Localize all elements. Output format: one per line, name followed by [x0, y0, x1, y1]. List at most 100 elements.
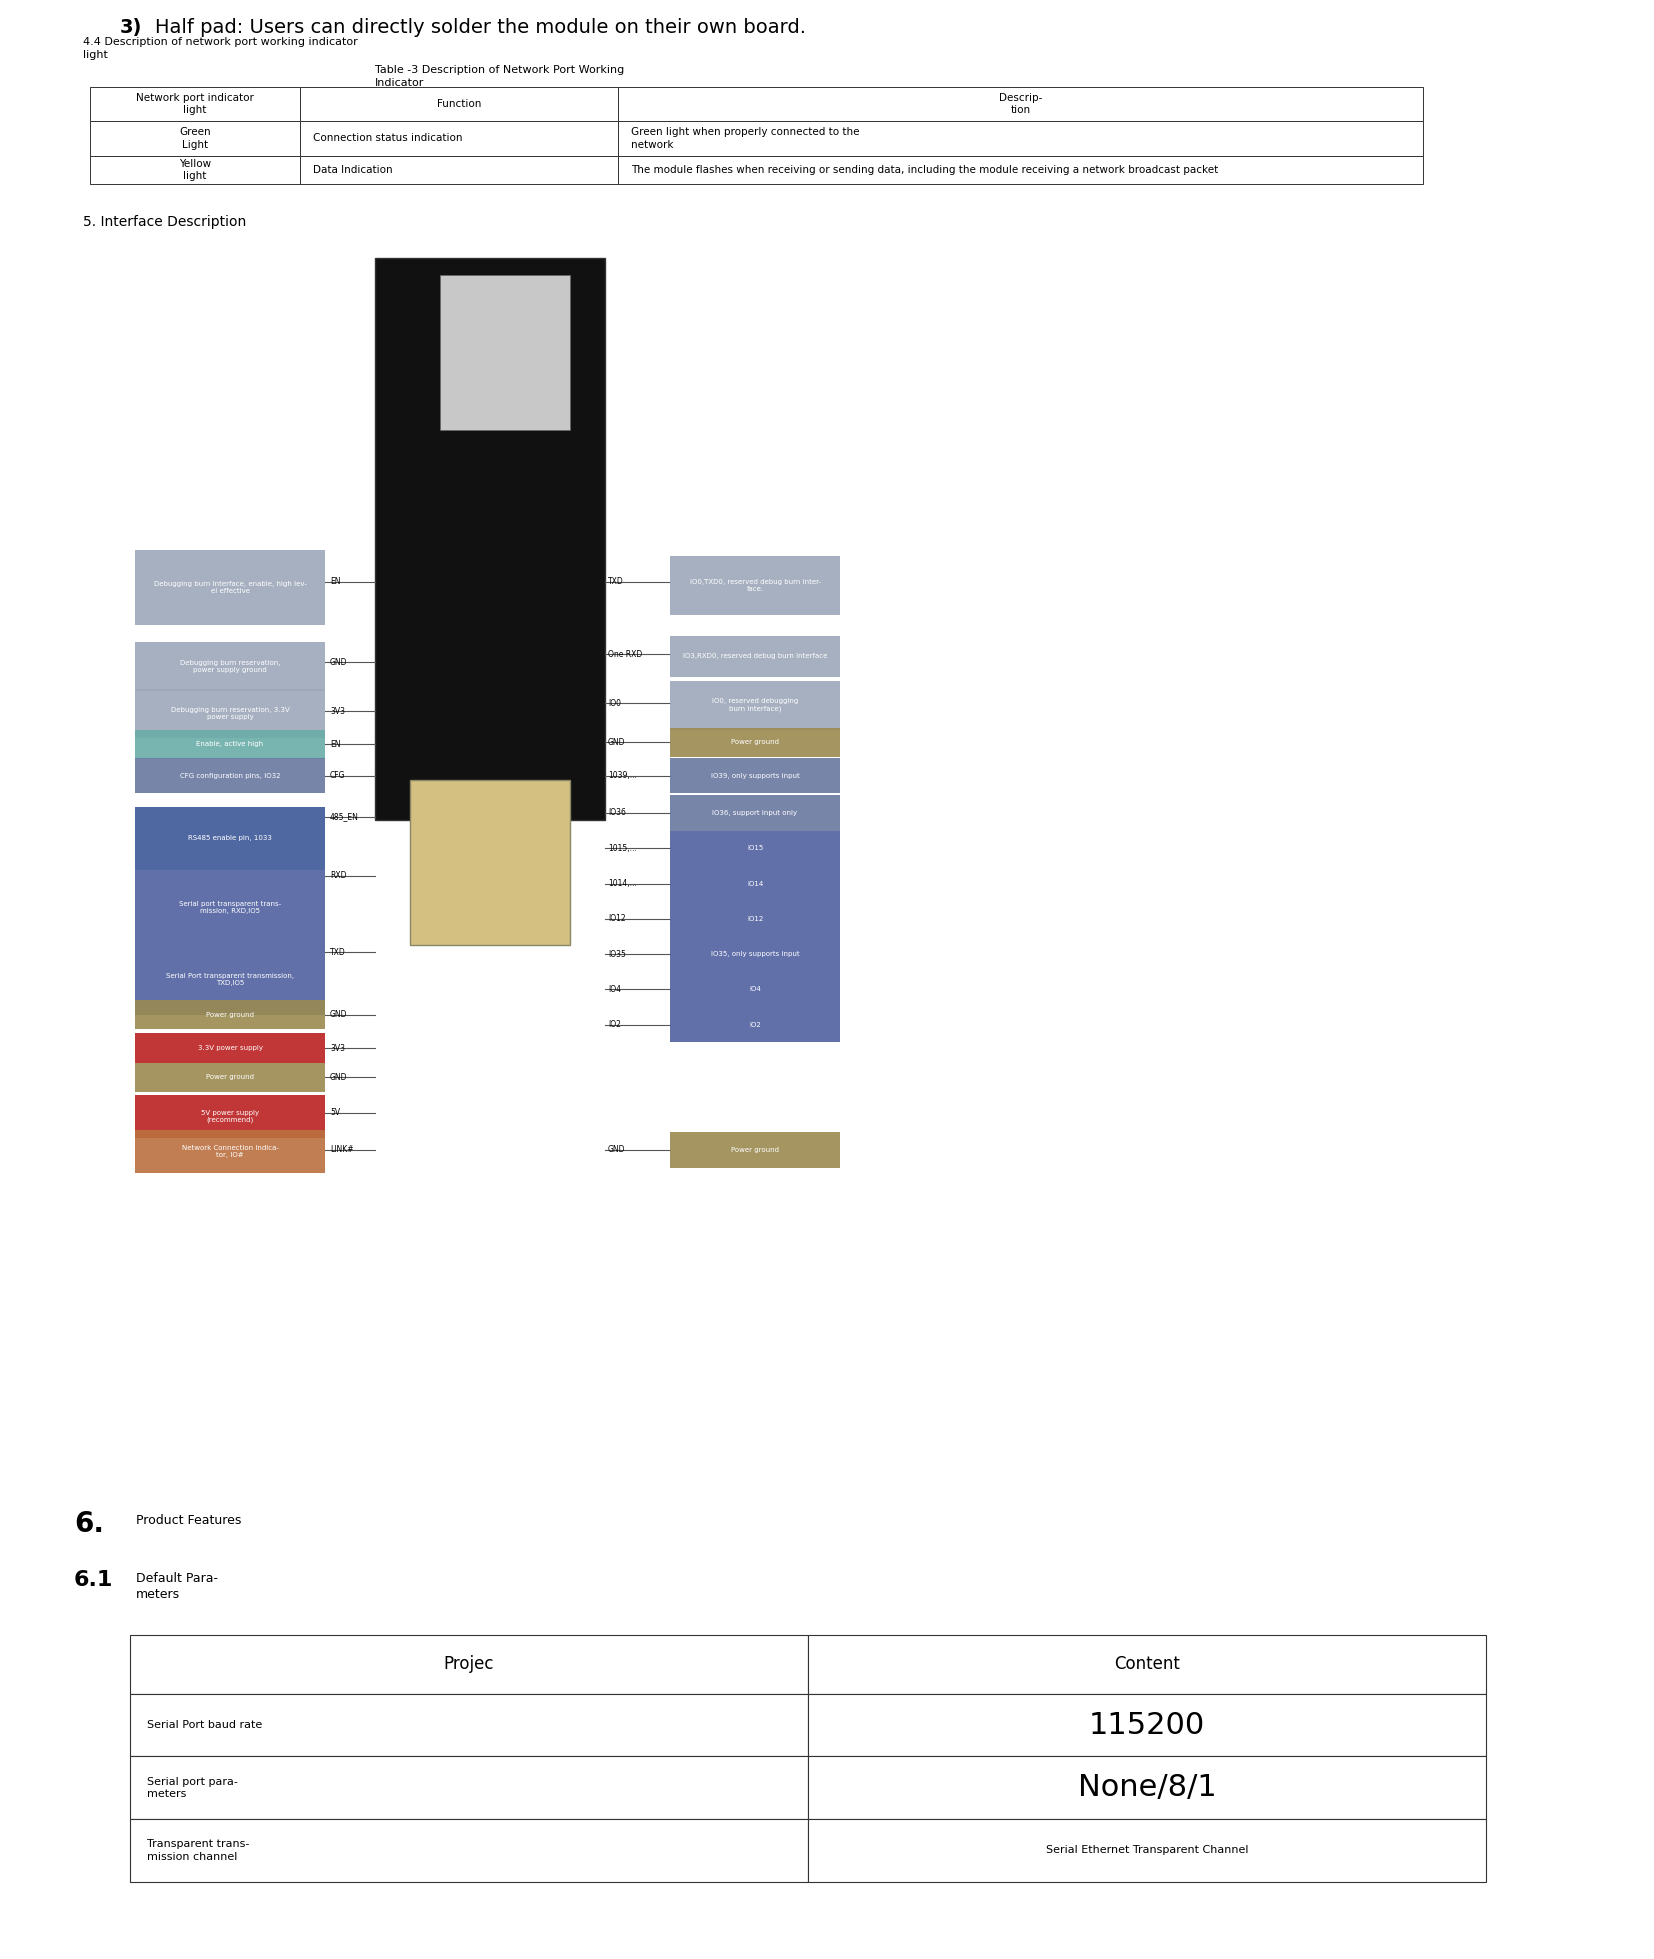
- Text: Serial port para-
meters: Serial port para- meters: [147, 1777, 238, 1798]
- Text: 4.4 Description of network port working indicator: 4.4 Description of network port working …: [83, 37, 357, 47]
- Bar: [809, 1757, 1487, 1820]
- Text: 3.3V power supply: 3.3V power supply: [197, 1044, 263, 1052]
- Bar: [136, 1034, 324, 1062]
- Bar: [299, 86, 617, 121]
- Bar: [136, 688, 324, 737]
- Text: Network port indicator
light: Network port indicator light: [136, 92, 255, 116]
- Text: Yellow
light: Yellow light: [179, 159, 212, 180]
- Text: Default Para-
meters: Default Para- meters: [136, 1571, 218, 1601]
- Text: Descrip-
tion: Descrip- tion: [999, 92, 1042, 116]
- Text: IO0: IO0: [609, 699, 620, 707]
- Text: None/8/1: None/8/1: [1078, 1773, 1217, 1802]
- Bar: [617, 86, 1422, 121]
- Bar: [136, 1095, 324, 1138]
- Text: 5V power supply
(recommend): 5V power supply (recommend): [200, 1111, 260, 1123]
- Text: GND: GND: [331, 1011, 347, 1019]
- Bar: [89, 86, 299, 121]
- Text: TXD: TXD: [331, 948, 346, 956]
- Bar: [89, 121, 299, 155]
- Bar: [299, 121, 617, 155]
- Text: IO15: IO15: [748, 844, 762, 852]
- Text: GND: GND: [331, 1074, 347, 1081]
- Bar: [131, 1636, 809, 1695]
- Bar: [136, 944, 324, 1015]
- Bar: [299, 155, 617, 184]
- Text: IO12: IO12: [609, 915, 625, 923]
- Text: Debugging burn reservation, 3.3V
power supply: Debugging burn reservation, 3.3V power s…: [170, 707, 289, 719]
- Text: 3V3: 3V3: [331, 707, 346, 715]
- Text: IO2: IO2: [749, 1021, 761, 1028]
- Text: Table -3 Description of Network Port Working
Indicator: Table -3 Description of Network Port Wor…: [375, 65, 624, 88]
- Text: TXD: TXD: [609, 578, 624, 586]
- Text: EN: EN: [331, 578, 341, 586]
- Text: Debugging burn reservation,
power supply ground: Debugging burn reservation, power supply…: [180, 660, 280, 672]
- Text: CFG: CFG: [331, 772, 346, 780]
- Text: 6.: 6.: [74, 1510, 104, 1538]
- Text: Data Indication: Data Indication: [313, 165, 394, 174]
- Text: Power ground: Power ground: [207, 1011, 255, 1019]
- Bar: [670, 727, 840, 756]
- Text: Power ground: Power ground: [731, 739, 779, 746]
- Text: The module flashes when receiving or sending data, including the module receivin: The module flashes when receiving or sen…: [630, 165, 1217, 174]
- Text: IO4: IO4: [749, 985, 761, 993]
- Bar: [136, 870, 324, 944]
- Text: 1039,...: 1039,...: [609, 772, 637, 780]
- Text: Content: Content: [1115, 1655, 1181, 1673]
- Text: 1015,...: 1015,...: [609, 844, 637, 852]
- Text: light: light: [83, 51, 108, 61]
- Text: Function: Function: [437, 100, 481, 110]
- Text: 3): 3): [121, 18, 142, 37]
- Text: 115200: 115200: [1088, 1710, 1206, 1740]
- Text: IO14: IO14: [748, 880, 762, 887]
- Text: RS485 enable pin, 1033: RS485 enable pin, 1033: [189, 835, 271, 842]
- Bar: [670, 972, 840, 1007]
- Text: IO0,TXD0, reserved debug burn inter-
face.: IO0,TXD0, reserved debug burn inter- fac…: [690, 580, 820, 592]
- Bar: [89, 155, 299, 184]
- Text: Connection status indication: Connection status indication: [313, 133, 463, 143]
- Bar: [136, 999, 324, 1030]
- Text: Serial Ethernet Transparent Channel: Serial Ethernet Transparent Channel: [1045, 1845, 1249, 1855]
- Bar: [670, 901, 840, 936]
- Bar: [670, 831, 840, 866]
- Text: GND: GND: [609, 739, 625, 746]
- Text: Product Features: Product Features: [136, 1514, 241, 1526]
- Text: IO35: IO35: [609, 950, 625, 958]
- Text: IO39, only supports input: IO39, only supports input: [711, 772, 799, 780]
- Text: Green
Light: Green Light: [179, 127, 210, 149]
- Bar: [670, 758, 840, 793]
- Bar: [670, 936, 840, 972]
- Text: GND: GND: [609, 1146, 625, 1154]
- Text: IO36, support input only: IO36, support input only: [713, 809, 797, 817]
- Bar: [375, 259, 605, 821]
- Bar: [670, 635, 840, 676]
- Text: Serial Port transparent transmission,
TXD,IO5: Serial Port transparent transmission, TX…: [165, 974, 294, 985]
- Text: EN: EN: [331, 741, 341, 748]
- Text: IO3,RXD0, reserved debug burn interface: IO3,RXD0, reserved debug burn interface: [683, 652, 827, 660]
- Bar: [136, 729, 324, 758]
- Text: Serial port transparent trans-
mission, RXD,IO5: Serial port transparent trans- mission, …: [179, 901, 281, 913]
- Bar: [809, 1636, 1487, 1695]
- Text: CFG configuration pins, IO32: CFG configuration pins, IO32: [180, 772, 280, 780]
- Bar: [617, 121, 1422, 155]
- Text: Transparent trans-
mission channel: Transparent trans- mission channel: [147, 1840, 248, 1861]
- Text: Network Connection Indica-
tor, IO#: Network Connection Indica- tor, IO#: [182, 1146, 278, 1158]
- Bar: [131, 1820, 809, 1883]
- Bar: [410, 780, 571, 944]
- Text: Debugging burn interface, enable, high lev-
el effective: Debugging burn interface, enable, high l…: [154, 582, 306, 594]
- Text: IO4: IO4: [609, 985, 620, 993]
- Bar: [440, 274, 571, 429]
- Bar: [670, 866, 840, 901]
- Text: 6.1: 6.1: [74, 1569, 114, 1591]
- Bar: [809, 1820, 1487, 1883]
- Text: 5V: 5V: [331, 1109, 341, 1117]
- Text: LINK#: LINK#: [331, 1146, 354, 1154]
- Bar: [809, 1695, 1487, 1757]
- Bar: [136, 807, 324, 870]
- Bar: [617, 155, 1422, 184]
- Bar: [136, 641, 324, 690]
- Bar: [136, 1130, 324, 1173]
- Bar: [136, 758, 324, 793]
- Bar: [670, 795, 840, 831]
- Text: 485_EN: 485_EN: [331, 813, 359, 821]
- Text: Projec: Projec: [443, 1655, 495, 1673]
